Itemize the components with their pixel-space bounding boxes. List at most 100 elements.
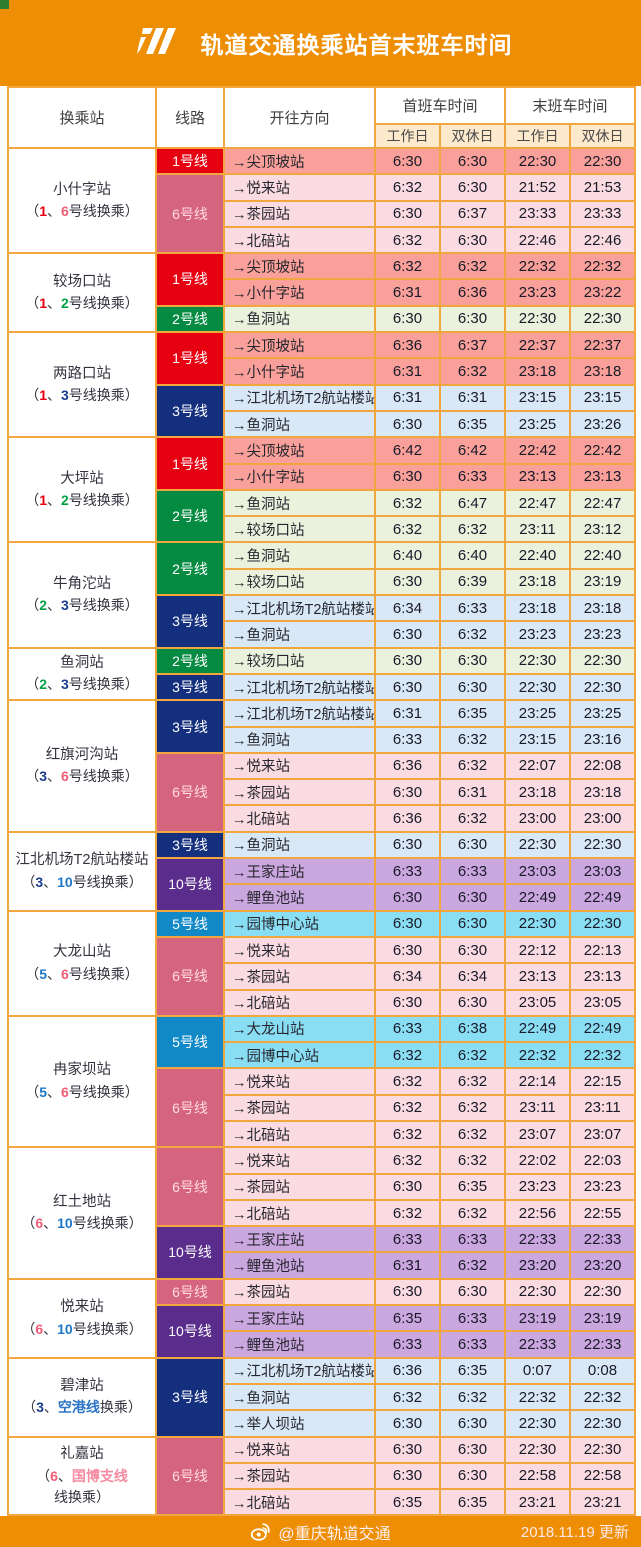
time-cell: 6:31	[374, 278, 441, 307]
time-cell: 22:30	[569, 1409, 637, 1438]
time-cell: 6:30	[438, 225, 507, 255]
direction-cell: →鲤鱼池站	[223, 883, 376, 912]
time-cell: 6:33	[438, 857, 507, 886]
table-row: →茶园站 6:30 6:30 22:58 22:58	[8, 1461, 637, 1491]
table-row: →茶园站 6:34 6:34 23:13 23:13	[8, 962, 637, 991]
line-badge: 10号线	[155, 1304, 225, 1359]
station-name: 悦来站	[60, 1299, 104, 1316]
time-cell: 22:30	[504, 304, 572, 334]
time-cell: 0:08	[569, 1356, 637, 1385]
time-cell: 22:55	[569, 1198, 637, 1228]
time-cell: 6:32	[438, 1146, 507, 1175]
time-cell: 23:13	[504, 962, 572, 991]
table-row: 鱼洞站 （2、3号线换乘） 2号线 →较场口站 6:30 6:30 22:30 22:30	[7, 646, 637, 702]
station-transfer-label: （1、6号线换乘）	[25, 202, 139, 219]
direction-cell: →王家庄站	[223, 1225, 376, 1254]
time-cell: 6:35	[438, 1488, 507, 1517]
table-row: 江北机场T2航站楼站 （3、10号线换乘） 3号线 →鱼洞站 6:30 6:30 22:30…	[7, 830, 637, 912]
direction-cell: →鱼洞站	[223, 1382, 376, 1412]
line-badge: 3号线	[155, 672, 225, 702]
station-cell: 江北机场T2航站楼站 （3、10号线换乘）	[7, 830, 157, 912]
station-transfer-label: （1、2号线换乘）	[25, 492, 139, 509]
time-cell: 22:30	[504, 1277, 572, 1307]
direction-cell: →鱼洞站	[223, 725, 376, 754]
table-row: →茶园站 6:30 6:35 23:23 23:23	[8, 1172, 637, 1201]
time-cell: 22:40	[504, 541, 572, 570]
table-row: →北碚站 6:35 6:35 23:21 23:21	[8, 1488, 637, 1517]
time-cell: 22:32	[504, 252, 572, 281]
time-cell: 23:18	[504, 594, 572, 623]
time-cell: 22:32	[504, 1382, 572, 1412]
time-cell: 6:34	[438, 962, 507, 991]
station-cell: 悦来站 （6、10号线换乘）	[7, 1277, 157, 1359]
time-cell: 22:33	[504, 1330, 572, 1359]
time-cell: 6:30	[438, 1435, 507, 1464]
time-cell: 22:49	[504, 1014, 572, 1044]
line-badge: 3号线	[155, 594, 225, 649]
time-cell: 22:30	[569, 1435, 637, 1464]
time-cell: 6:34	[374, 962, 441, 991]
direction-cell: →尖顶坡站	[223, 436, 376, 465]
time-cell: 6:32	[438, 1198, 507, 1228]
direction-cell: →悦来站	[223, 751, 376, 781]
direction-cell: →王家庄站	[223, 1304, 376, 1333]
time-cell: 6:36	[374, 1356, 441, 1385]
time-cell: 22:30	[504, 646, 572, 675]
time-cell: 6:40	[438, 541, 507, 570]
time-cell: 6:30	[438, 909, 507, 938]
time-cell: 22:42	[504, 436, 572, 465]
time-cell: 22:30	[504, 1435, 572, 1464]
update-date: 2018.11.19 更新	[520, 1524, 629, 1542]
line-badge: 6号线	[155, 751, 225, 833]
time-cell: 23:15	[504, 383, 572, 412]
time-cell: 6:42	[374, 436, 441, 465]
time-cell: 23:13	[569, 462, 637, 491]
time-cell: 6:30	[438, 988, 507, 1017]
time-cell: 6:30	[374, 909, 441, 938]
time-cell: 6:38	[438, 1014, 507, 1044]
time-cell: 6:30	[438, 830, 507, 860]
time-cell: 6:33	[374, 1330, 441, 1359]
time-cell: 6:32	[374, 173, 441, 202]
time-cell: 22:02	[504, 1146, 572, 1175]
station-name: 碧津站	[60, 1378, 104, 1395]
table-row: 3号线 →江北机场T2航站楼站 6:30 6:30 22:30 22:30	[8, 672, 637, 702]
station-name: 鱼洞站	[60, 654, 104, 671]
line-badge: 5号线	[155, 1014, 225, 1070]
line-badge: 2号线	[155, 646, 225, 675]
time-cell: 22:30	[569, 909, 637, 938]
time-cell: 6:30	[374, 883, 441, 912]
col-header-last-train: 末班车时间	[504, 86, 637, 125]
time-cell: 0:07	[504, 1356, 572, 1385]
station-transfer-label: （3、10号线换乘）	[21, 873, 143, 890]
direction-cell: →北碚站	[223, 1198, 376, 1228]
direction-cell: →园博中心站	[223, 909, 376, 938]
station-cell: 较场口站 （1、2号线换乘）	[7, 252, 157, 334]
timetable-wrap: 换乘站 线路 开往方向 首班车时间 末班车时间 工作日 双休日 工作日 双休日 …	[0, 86, 641, 1517]
time-cell: 22:58	[504, 1461, 572, 1491]
time-cell: 6:30	[438, 646, 507, 675]
time-cell: 6:32	[438, 1382, 507, 1412]
table-row: 碧津站 （3、空港线换乘） 3号线 →江北机场T2航站楼站 6:36 6:35 0:07 0:…	[7, 1356, 637, 1438]
direction-cell: →尖顶坡站	[223, 331, 376, 360]
time-cell: 23:18	[504, 357, 572, 386]
station-name: 大坪站	[60, 470, 104, 487]
time-cell: 23:26	[569, 409, 637, 439]
table-row: →小什字站 6:30 6:33 23:13 23:13	[8, 462, 637, 491]
table-row: →北碚站 6:30 6:30 23:05 23:05	[8, 988, 637, 1017]
time-cell: 6:30	[374, 1461, 441, 1491]
line-badge: 6号线	[155, 1277, 225, 1307]
line-badge: 2号线	[155, 541, 225, 597]
time-cell: 6:32	[438, 620, 507, 649]
line-badge: 6号线	[155, 1146, 225, 1228]
time-cell: 22:30	[504, 146, 572, 176]
time-cell: 6:32	[438, 252, 507, 281]
time-cell: 6:42	[438, 436, 507, 465]
time-cell: 22:46	[504, 225, 572, 255]
direction-cell: →鲤鱼池站	[223, 1251, 376, 1280]
time-cell: 22:47	[504, 488, 572, 518]
line-badge: 6号线	[155, 173, 225, 255]
time-cell: 23:33	[504, 199, 572, 228]
direction-cell: →江北机场T2航站楼站	[223, 383, 376, 412]
table-row: →北碚站 6:32 6:30 22:46 22:46	[8, 225, 637, 255]
